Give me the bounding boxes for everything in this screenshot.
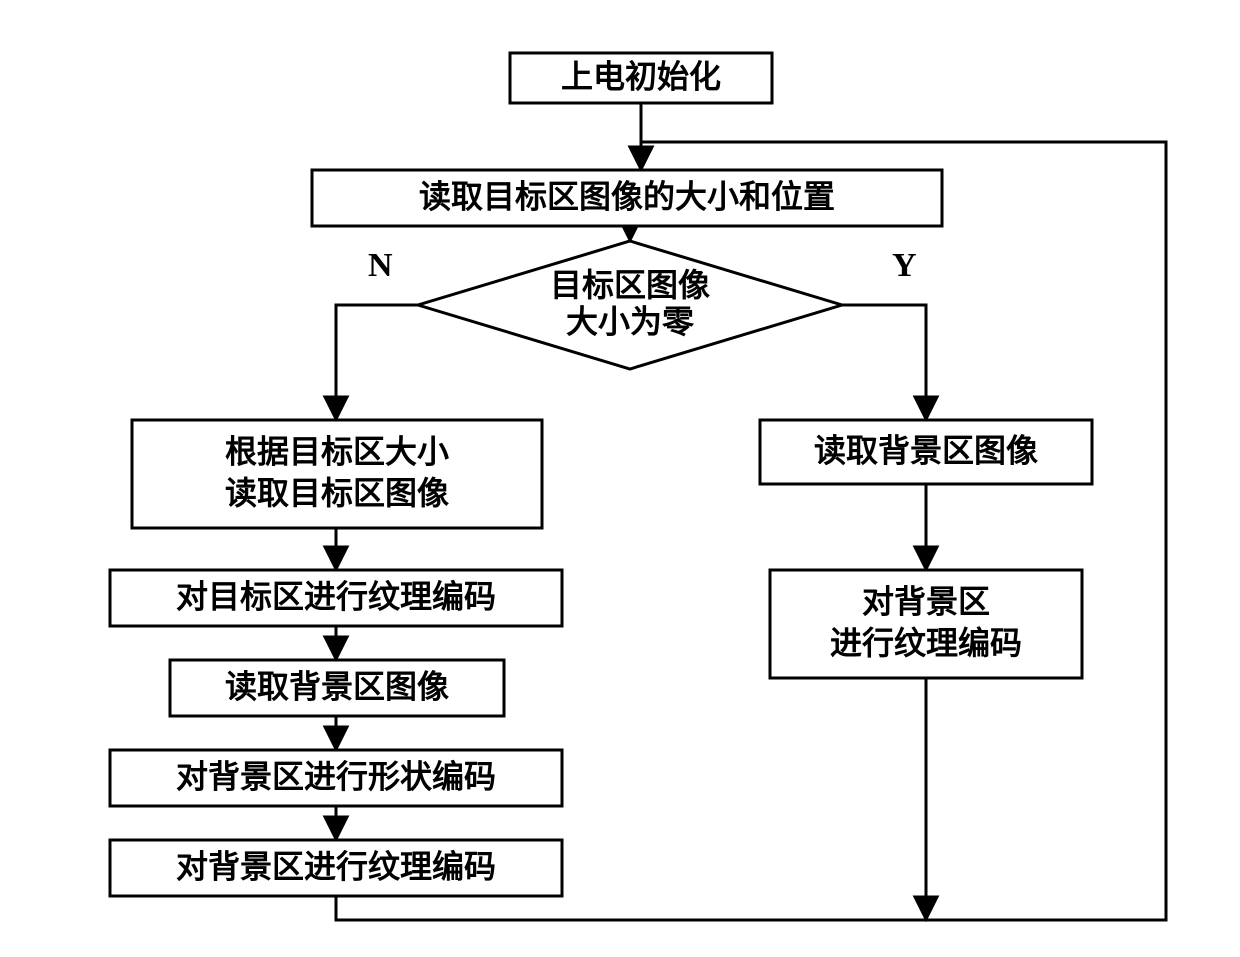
node-text: 读取目标区图像 [225, 475, 449, 511]
node-text: 根据目标区大小 [225, 434, 449, 470]
node-text: 读取背景区图像 [225, 668, 449, 704]
node-text: 对目标区进行纹理编码 [176, 578, 496, 614]
node-n2: 目标区图像大小为零 [418, 241, 842, 369]
node-text: 读取背景区图像 [814, 432, 1038, 468]
node-n6: 对背景区进行形状编码 [110, 750, 562, 806]
node-n4: 对目标区进行纹理编码 [110, 570, 562, 626]
flowchart-canvas: 上电初始化读取目标区图像的大小和位置目标区图像大小为零根据目标区大小读取目标区图… [0, 0, 1240, 957]
node-n5: 读取背景区图像 [170, 660, 504, 716]
branch-label: Y [892, 247, 917, 284]
node-text: 对背景区进行形状编码 [176, 758, 496, 794]
edge-n2-n3 [336, 305, 418, 420]
node-text: 读取目标区图像的大小和位置 [419, 178, 835, 214]
node-n1: 读取目标区图像的大小和位置 [312, 170, 942, 226]
branch-label: N [368, 247, 393, 284]
edge-n2-n8 [842, 305, 926, 420]
nodes-layer: 上电初始化读取目标区图像的大小和位置目标区图像大小为零根据目标区大小读取目标区图… [110, 53, 1092, 896]
node-n7: 对背景区进行纹理编码 [110, 840, 562, 896]
node-n8: 读取背景区图像 [760, 420, 1092, 484]
node-text: 目标区图像 [550, 267, 710, 303]
node-n3: 根据目标区大小读取目标区图像 [132, 420, 542, 528]
node-n0: 上电初始化 [510, 53, 772, 103]
node-text: 对背景区进行纹理编码 [176, 848, 496, 884]
node-text: 对背景区 [862, 584, 990, 620]
node-text: 上电初始化 [561, 58, 721, 94]
node-n9: 对背景区进行纹理编码 [770, 570, 1082, 678]
node-text: 进行纹理编码 [830, 625, 1022, 661]
node-text: 大小为零 [566, 304, 695, 340]
